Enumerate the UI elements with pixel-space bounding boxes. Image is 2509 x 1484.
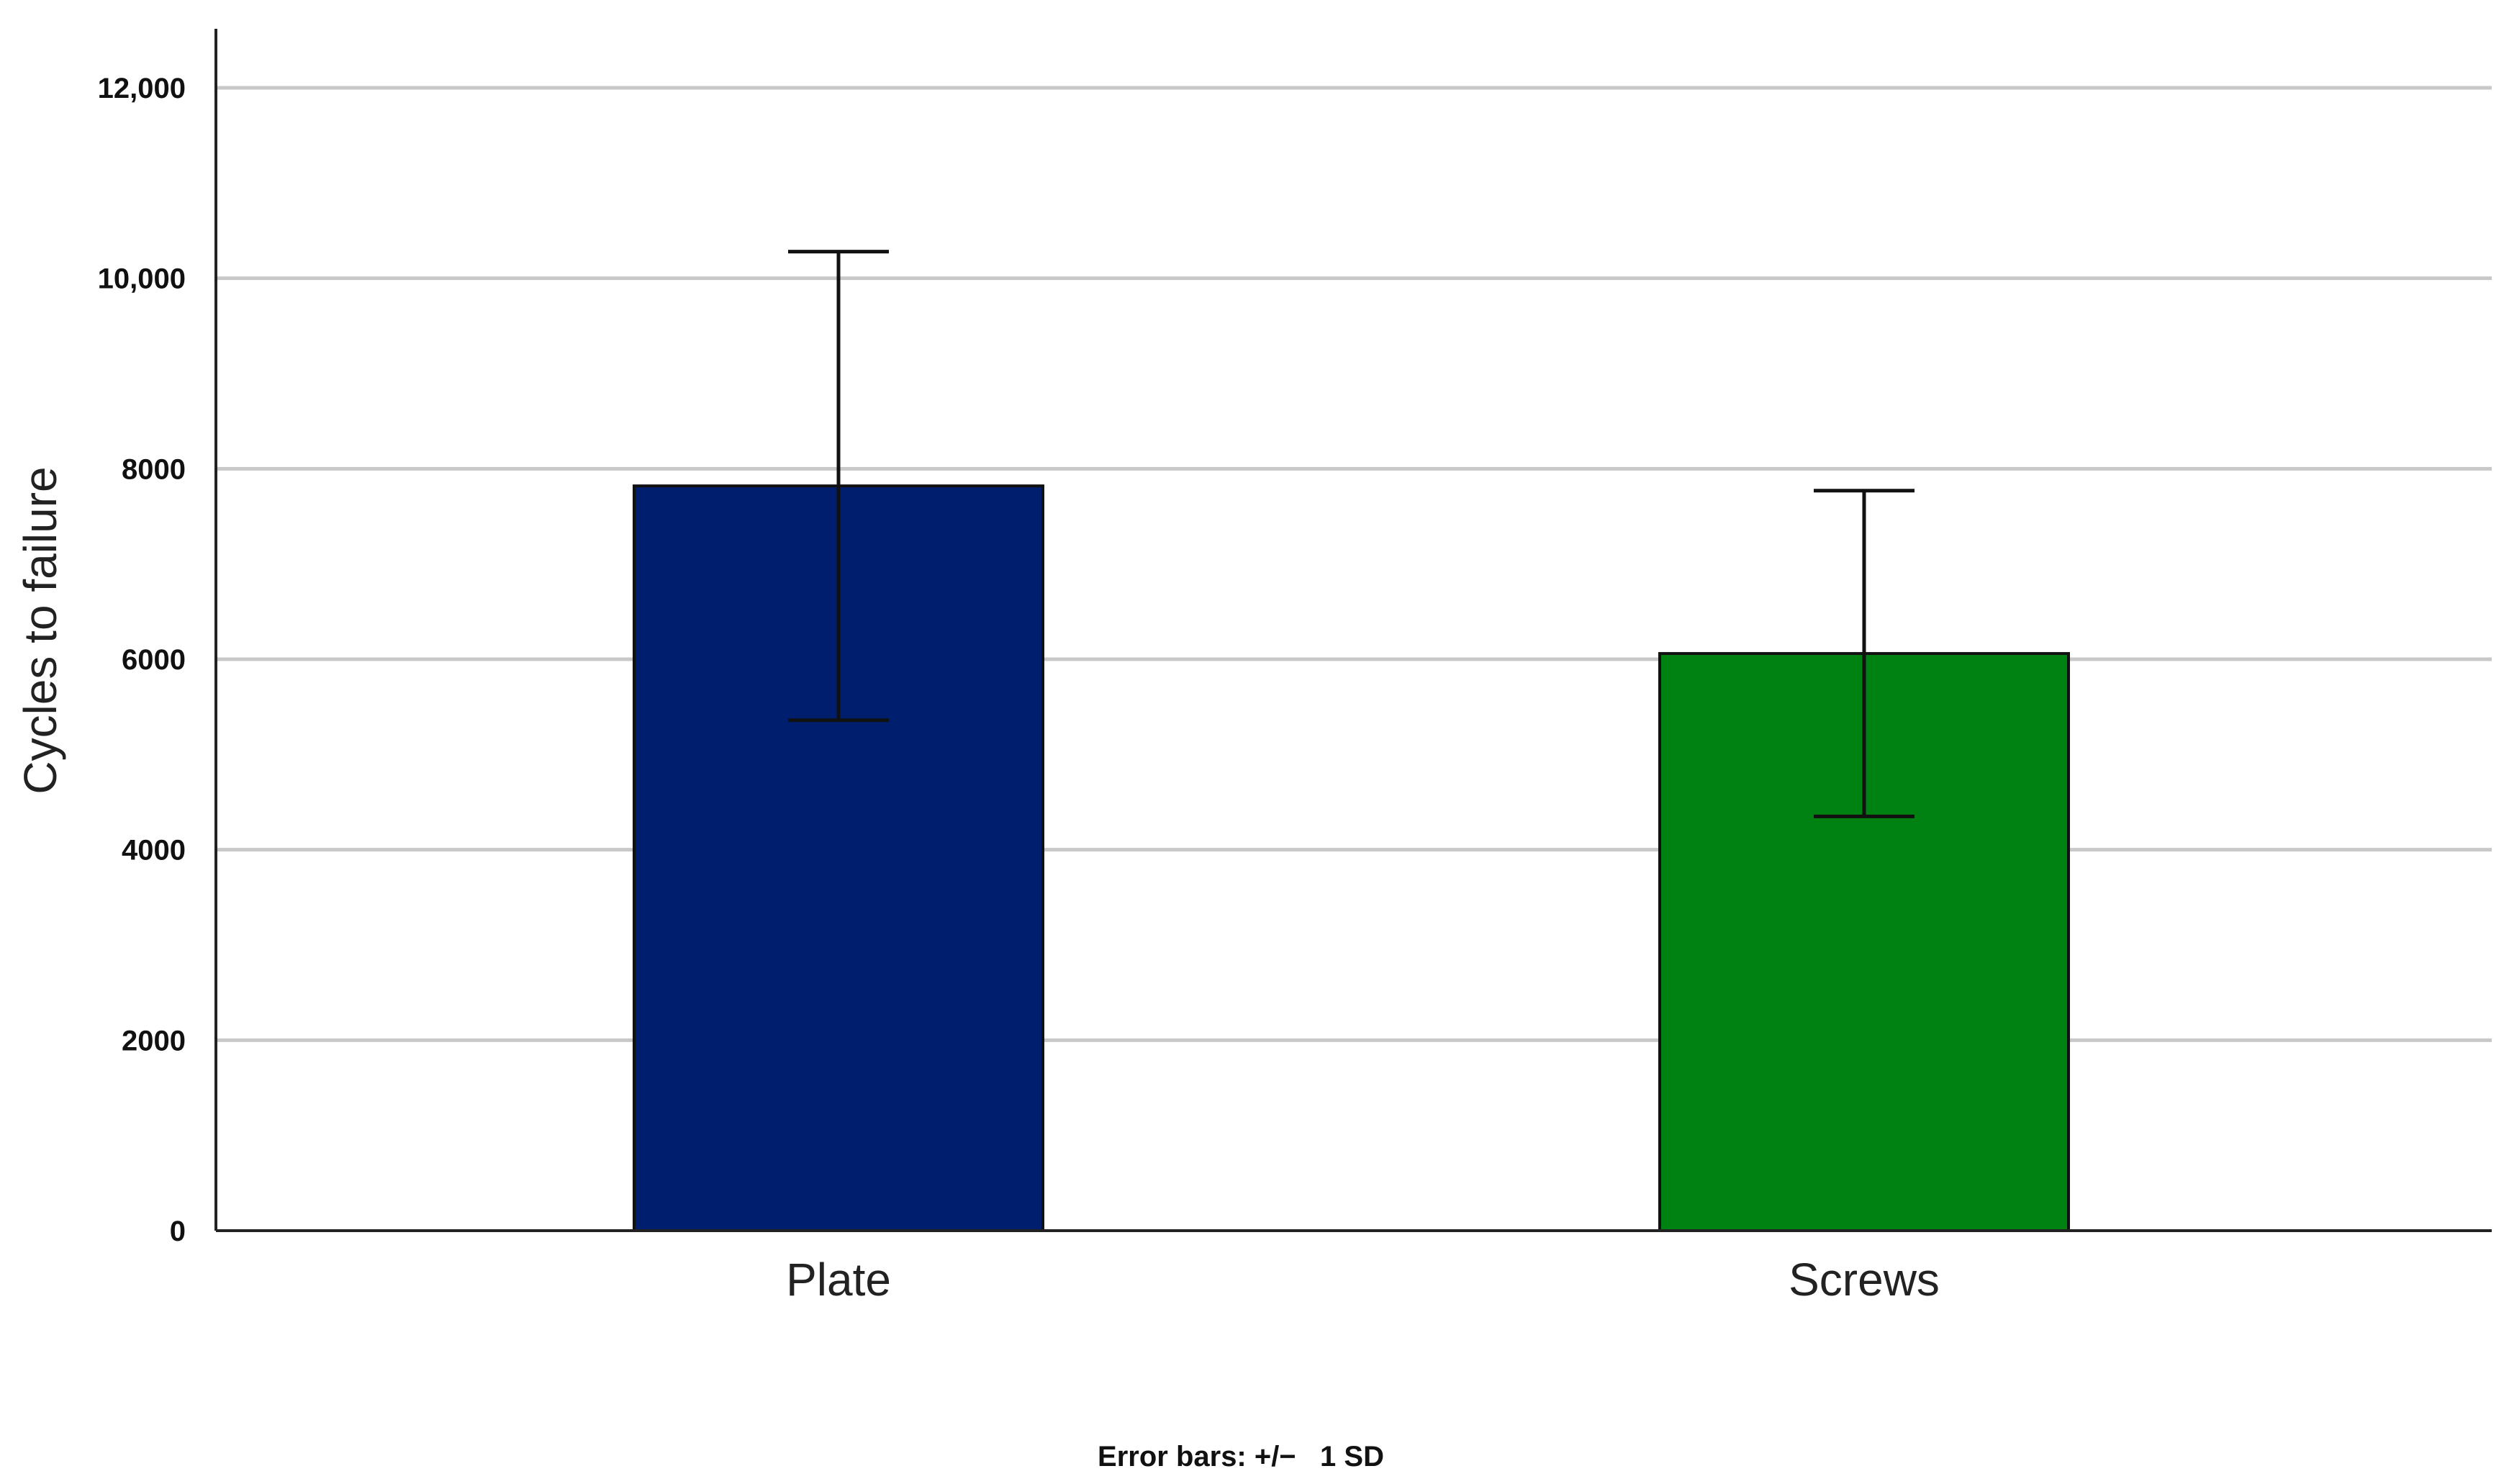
x-category-label-screws: Screws	[1789, 1254, 1940, 1306]
error-bar-plate	[788, 250, 889, 723]
y-tick-label-6000: 6000	[122, 644, 186, 676]
error-bar-screws	[1814, 489, 1914, 818]
y-tick-labels: 0 2000 4000 6000 8000 10,000 12,000	[98, 73, 186, 1247]
y-tick-label-12000: 12,000	[98, 73, 186, 104]
y-tick-label-4000: 4000	[122, 835, 186, 867]
x-category-label-plate: Plate	[786, 1254, 891, 1306]
y-tick-label-2000: 2000	[122, 1025, 186, 1057]
y-axis-title: Cycles to failure	[14, 466, 66, 794]
y-tick-label-8000: 8000	[122, 453, 186, 485]
y-tick-label-10000: 10,000	[98, 263, 186, 295]
gridlines	[216, 86, 2492, 1042]
error-bar-footnote: Error bars: +/− 1 SD	[1098, 1441, 1384, 1472]
axes	[214, 29, 2492, 1232]
error-bars	[788, 250, 1914, 818]
x-category-labels: Plate Screws	[786, 1254, 1940, 1306]
bars	[633, 484, 2070, 1232]
y-tick-label-0: 0	[170, 1216, 186, 1247]
